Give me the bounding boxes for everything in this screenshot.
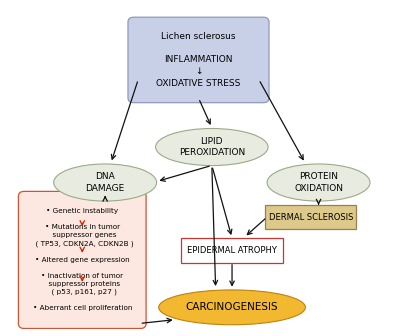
FancyBboxPatch shape bbox=[265, 205, 357, 229]
Text: LIPID
PEROXIDATION: LIPID PEROXIDATION bbox=[179, 137, 245, 157]
Text: • Genetic instability

• Mutations in tumor
  suppressor genes
  ( TP53, CDKN2A,: • Genetic instability • Mutations in tum… bbox=[31, 208, 133, 311]
Text: Lichen sclerosus

INFLAMMATION
↓
OXIDATIVE STRESS: Lichen sclerosus INFLAMMATION ↓ OXIDATIV… bbox=[156, 32, 241, 88]
Ellipse shape bbox=[54, 164, 156, 201]
Text: PROTEIN
OXIDATION: PROTEIN OXIDATION bbox=[294, 172, 343, 193]
FancyBboxPatch shape bbox=[128, 17, 269, 103]
FancyBboxPatch shape bbox=[18, 192, 146, 329]
Ellipse shape bbox=[156, 128, 268, 166]
Text: CARCINOGENESIS: CARCINOGENESIS bbox=[186, 302, 278, 312]
Text: EPIDERMAL ATROPHY: EPIDERMAL ATROPHY bbox=[187, 246, 277, 255]
Ellipse shape bbox=[159, 290, 305, 325]
FancyBboxPatch shape bbox=[181, 238, 283, 262]
Text: DNA
DAMAGE: DNA DAMAGE bbox=[85, 172, 125, 193]
Text: DERMAL SCLEROSIS: DERMAL SCLEROSIS bbox=[269, 213, 353, 221]
Ellipse shape bbox=[267, 164, 370, 201]
